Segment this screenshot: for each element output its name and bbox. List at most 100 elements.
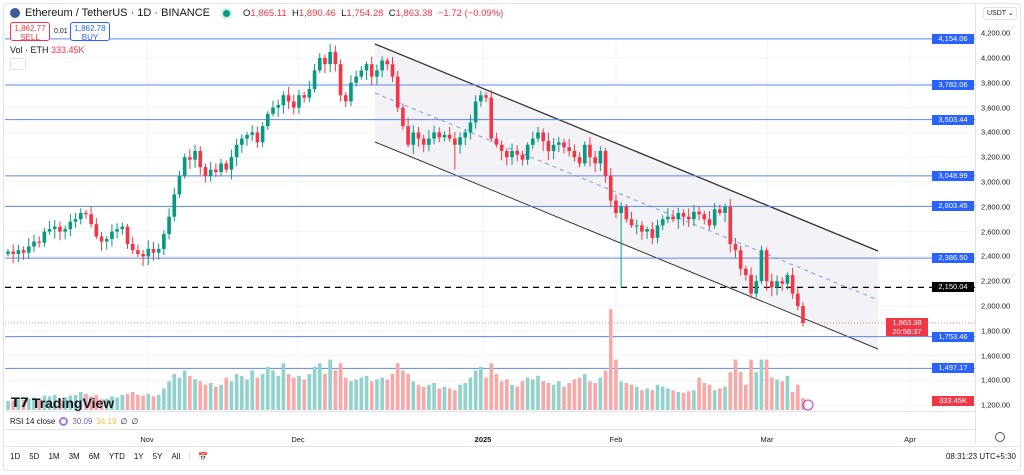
candle-body	[666, 216, 670, 220]
candle-body	[676, 213, 681, 220]
candle-body	[104, 239, 109, 242]
range-5y[interactable]: 5Y	[152, 452, 163, 461]
tradingview-logo[interactable]: 𝗧𝟳 TradingView	[11, 395, 115, 411]
candle-body	[406, 126, 410, 145]
volume-tag: 333.45K	[932, 396, 974, 406]
sell-button[interactable]: 1,862.77 SELL	[10, 22, 50, 42]
candle-body	[775, 281, 779, 288]
volume-bar	[214, 386, 218, 410]
volume-bar	[240, 375, 244, 410]
candle-body	[458, 137, 462, 145]
candle-body	[156, 248, 161, 253]
volume-bar	[666, 388, 670, 410]
candle-body	[390, 64, 395, 77]
buy-button[interactable]: 1,862.78 BUY	[70, 22, 110, 42]
candle-body	[588, 144, 592, 158]
volume-bar	[162, 388, 166, 410]
volume-bar	[99, 399, 104, 410]
volume-bar	[115, 397, 119, 410]
range-ytd[interactable]: YTD	[108, 452, 125, 461]
price-tick-label: 1,400.00	[981, 375, 1011, 385]
price-tick-label: 3,800.00	[981, 78, 1011, 88]
rsi-legend: RSI 14 close 30.09 34.19 ∅ ∅	[10, 417, 139, 426]
volume-bar	[63, 397, 67, 410]
candle-body	[785, 275, 790, 284]
volume-legend: Vol · ETH 333.45K	[10, 45, 85, 55]
volume-bar	[375, 379, 379, 410]
goto-date-icon[interactable]: 📅	[189, 452, 208, 461]
volume-bar	[437, 388, 442, 410]
volume-bar	[208, 383, 213, 410]
candle-body	[323, 58, 327, 65]
volume-bar	[52, 394, 57, 410]
range-6m[interactable]: 6M	[88, 452, 100, 461]
volume-bar	[546, 383, 551, 410]
price-tick-label: 2,600.00	[981, 227, 1011, 237]
candle-body	[219, 163, 223, 173]
price-tick-label: 2,200.00	[981, 276, 1011, 286]
collapse-legend-button[interactable]	[10, 58, 26, 70]
candle-body	[182, 157, 187, 176]
candle-body	[655, 225, 660, 238]
volume-bar	[120, 394, 125, 410]
candle-body	[468, 122, 473, 133]
candle-body	[728, 206, 733, 244]
candle-body	[754, 281, 759, 294]
volume-bar	[572, 379, 577, 410]
volume-bar	[671, 390, 675, 410]
candle-body	[650, 229, 655, 238]
settings-icon[interactable]	[995, 432, 1005, 442]
ohlc-values: O1,865.11 H1,890.46 L1,754.28 C1,863.38 …	[243, 7, 504, 19]
volume-bar	[42, 395, 47, 410]
candle-body	[369, 64, 374, 77]
range-1y[interactable]: 1Y	[133, 452, 144, 461]
candle-body	[265, 113, 270, 127]
volume-bar	[349, 381, 353, 410]
pane-divider[interactable]	[5, 411, 975, 412]
range-1m[interactable]: 1M	[48, 452, 60, 461]
candle-body	[37, 241, 41, 243]
candle-body	[380, 60, 384, 71]
volume-bar	[619, 381, 623, 410]
range-all[interactable]: All	[171, 452, 181, 461]
candle-body	[593, 157, 597, 164]
candle-body	[603, 151, 608, 176]
range-1d[interactable]: 1D	[10, 452, 21, 461]
candle-body	[749, 275, 753, 294]
range-5d[interactable]: 5D	[29, 452, 40, 461]
candle-body	[302, 95, 306, 98]
volume-bar	[89, 396, 93, 410]
range-3m[interactable]: 3M	[68, 452, 80, 461]
level-price-tag: 1,497.17	[932, 363, 974, 374]
price-tick-label: 2,400.00	[981, 251, 1011, 261]
volume-bar	[640, 390, 644, 410]
candle-body	[629, 219, 634, 226]
volume-bar	[785, 375, 790, 410]
volume-bar	[442, 386, 447, 410]
volume-bar	[676, 392, 681, 410]
volume-bar	[141, 395, 145, 410]
price-tick-label: 4,200.00	[981, 28, 1011, 38]
candle-body	[234, 144, 239, 158]
flash-icon	[802, 399, 814, 411]
price-tick-label: 4,000.00	[981, 53, 1011, 63]
candle-body	[110, 231, 114, 240]
candle-body	[744, 268, 748, 275]
volume-bar	[156, 394, 161, 410]
symbol-title[interactable]: Ethereum / TetherUS · 1D · BINANCE	[25, 7, 211, 19]
volume-bar	[354, 379, 358, 410]
candle-body	[338, 64, 343, 96]
volume-bar	[182, 370, 187, 410]
volume-bar	[234, 374, 239, 410]
volume-bar	[530, 379, 535, 410]
clock[interactable]: 08:31:23 UTC+5:30	[945, 452, 1016, 461]
currency-select[interactable]: USDT ⌄	[983, 7, 1017, 20]
volume-bar	[681, 392, 686, 410]
volume-bar	[634, 386, 639, 410]
volume-bar	[250, 370, 255, 410]
volume-bar	[312, 366, 317, 410]
volume-bar	[167, 381, 171, 410]
candle-body	[437, 132, 442, 138]
volume-bar	[390, 374, 395, 410]
